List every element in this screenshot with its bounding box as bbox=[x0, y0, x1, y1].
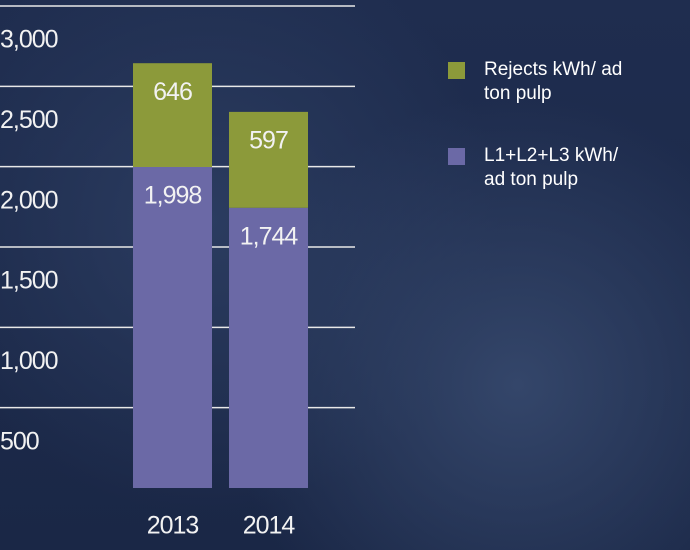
value-label: 1,998 bbox=[144, 182, 202, 210]
legend-item: Rejects kWh/ ad ton pulp bbox=[448, 58, 623, 106]
bar-segment bbox=[229, 207, 308, 488]
y-tick-label: 1,000 bbox=[0, 347, 58, 375]
y-tick-label: 500 bbox=[0, 427, 39, 455]
x-tick-label: 2013 bbox=[147, 512, 199, 540]
legend-swatch bbox=[448, 62, 465, 79]
y-tick-label: 1,500 bbox=[0, 267, 58, 295]
y-tick-label: 2,000 bbox=[0, 186, 58, 214]
value-label: 597 bbox=[249, 126, 288, 154]
bar-segment bbox=[229, 111, 308, 208]
legend-swatch bbox=[448, 148, 465, 165]
y-tick-label: 2,500 bbox=[0, 106, 58, 134]
value-label: 646 bbox=[153, 78, 192, 106]
legend: Rejects kWh/ ad ton pulp L1+L2+L3 kWh/ ad… bbox=[448, 58, 623, 230]
legend-label: Rejects kWh/ ad ton pulp bbox=[484, 59, 623, 104]
legend-label: L1+L2+L3 kWh/ ad ton pulp bbox=[484, 145, 619, 190]
legend-item: L1+L2+L3 kWh/ ad ton pulp bbox=[448, 144, 623, 192]
bar-segment bbox=[133, 166, 212, 488]
y-tick-label: 3,000 bbox=[0, 26, 58, 54]
x-tick-label: 2014 bbox=[243, 512, 296, 540]
bar-segment bbox=[133, 63, 212, 167]
value-label: 1,744 bbox=[240, 222, 299, 250]
